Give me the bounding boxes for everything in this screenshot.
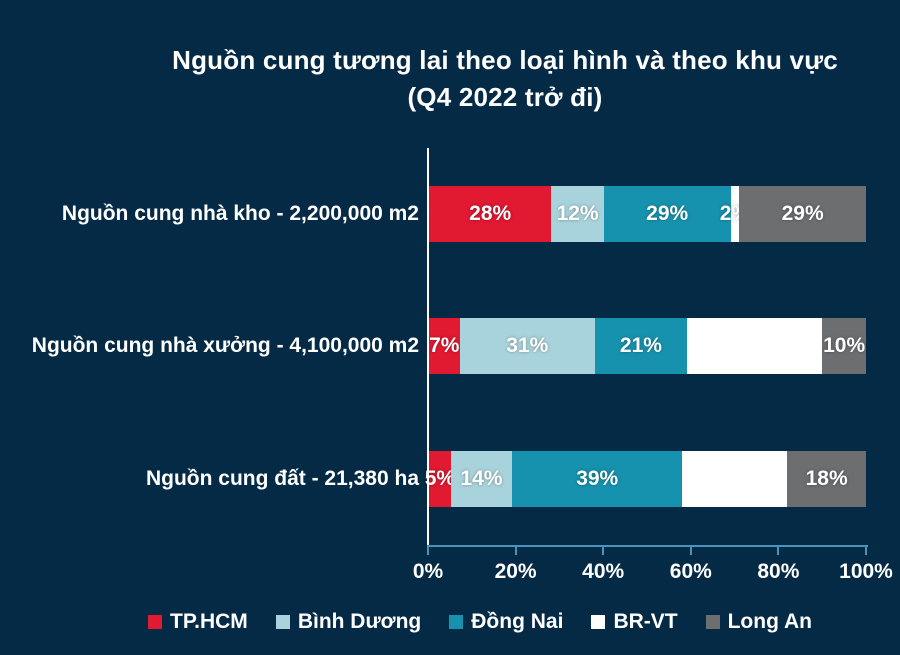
x-axis-tick-label: 100% (839, 560, 893, 583)
bar-track: 7% 31% 21% 10% (429, 318, 866, 375)
bar-segment-long-an: 29% (739, 186, 866, 243)
legend-item-br-vt: BR-VT (591, 610, 678, 634)
x-axis-tick-label: 20% (494, 560, 537, 583)
x-axis-line (427, 545, 868, 547)
x-axis-tick (602, 545, 605, 555)
legend-swatch-ng-nai (449, 615, 464, 629)
bar-value-label: 29% (781, 202, 824, 226)
bar-value-label: 18% (805, 466, 848, 490)
bar-segment-ng-nai: 21% (595, 318, 687, 375)
x-axis-tick (689, 545, 692, 555)
bar-value-label: 7% (429, 334, 460, 358)
chart-row: Nguồn cung nhà kho - 2,200,000 m2 28% 12% 2… (0, 148, 900, 280)
x-axis-tick-label: 40% (582, 560, 625, 583)
bar-value-label: 28% (469, 202, 512, 226)
y-axis-line (427, 148, 429, 546)
bar-segment-br-vt (686, 318, 823, 375)
bar-track: 28% 12% 29% 2% 29% (429, 186, 866, 243)
bar-segment-br-vt: 2% (720, 186, 750, 243)
bar-value-label: 10% (823, 334, 866, 358)
legend-swatch-b-nh-d-ng (275, 615, 290, 629)
bar-segment-tp-hcm: 5% (425, 450, 455, 507)
bar-segment-long-an: 10% (822, 318, 866, 375)
bar-value-label: 31% (506, 334, 549, 358)
legend: TP.HCM Bình Dương Đồng Nai BR-VT Long An (0, 610, 900, 634)
plot-area: Nguồn cung nhà kho - 2,200,000 m2 28% 12% 2… (0, 148, 900, 583)
category-label: Nguồn cung nhà kho - 2,200,000 m2 (61, 202, 419, 226)
legend-item-tp-hcm: TP.HCM (148, 610, 248, 634)
bar-segment-tp-hcm: 7% (429, 318, 460, 375)
legend-item-long-an: Long An (705, 610, 812, 634)
x-axis-tick-label: 0% (412, 560, 444, 583)
bar-segment-ng-nai: 39% (512, 450, 683, 507)
bar-value-label: 5% (424, 466, 456, 490)
legend-item-b-nh-d-ng: Bình Dương (275, 610, 422, 634)
category-label: Nguồn cung đất - 21,380 ha (145, 466, 419, 490)
legend-swatch-br-vt (591, 615, 606, 629)
bar-segment-b-nh-d-ng: 14% (450, 450, 513, 507)
bar-value-label: 21% (619, 334, 662, 358)
legend-swatch-long-an (705, 615, 720, 629)
bar-rows: Nguồn cung nhà kho - 2,200,000 m2 28% 12% 2… (0, 148, 900, 545)
bar-segment-tp-hcm: 28% (429, 186, 552, 243)
x-axis-tick (514, 545, 517, 555)
x-axis-tick (777, 545, 780, 555)
legend-label: Long An (727, 610, 812, 633)
x-axis-tick (865, 545, 867, 555)
legend-label: TP.HCM (170, 610, 248, 633)
legend-label: BR-VT (613, 610, 678, 633)
chart-title: Nguồn cung tương lai theo loại hình và t… (110, 42, 900, 116)
x-axis-tick (427, 545, 429, 555)
bar-value-label: 29% (646, 202, 689, 226)
bar-value-label: 14% (460, 466, 503, 490)
x-axis-tick-label: 60% (669, 560, 712, 583)
bar-segment-long-an: 18% (787, 450, 866, 507)
legend-label: Đồng Nai (471, 610, 564, 633)
chart-title-line2: (Q4 2022 trở đi) (407, 82, 603, 112)
bar-segment-br-vt (682, 450, 788, 507)
chart-row: Nguồn cung đất - 21,380 ha 5% 14% 39% 18% (0, 413, 900, 545)
x-axis-labels: 0% 20% 40% 60% 80% 100% (413, 560, 893, 586)
bar-track: 5% 14% 39% 18% (425, 450, 866, 507)
bar-segment-ng-nai: 29% (603, 186, 731, 243)
legend-label: Bình Dương (297, 610, 422, 633)
bar-value-label: 12% (556, 202, 599, 226)
bar-segment-b-nh-d-ng: 12% (551, 186, 604, 243)
chart-row: Nguồn cung nhà xưởng - 4,100,000 m2 7% 31%… (0, 280, 900, 412)
chart-title-line1: Nguồn cung tương lai theo loại hình và t… (172, 45, 838, 75)
legend-item-ng-nai: Đồng Nai (449, 610, 563, 634)
bar-segment-b-nh-d-ng: 31% (459, 318, 596, 375)
category-label: Nguồn cung nhà xưởng - 4,100,000 m2 (31, 334, 419, 358)
legend-swatch-tp-hcm (148, 615, 163, 629)
bar-value-label: 39% (576, 466, 619, 490)
x-axis-tick-label: 80% (757, 560, 800, 583)
